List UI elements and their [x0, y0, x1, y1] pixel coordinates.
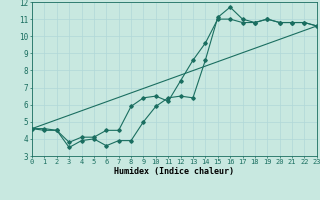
- X-axis label: Humidex (Indice chaleur): Humidex (Indice chaleur): [115, 167, 234, 176]
